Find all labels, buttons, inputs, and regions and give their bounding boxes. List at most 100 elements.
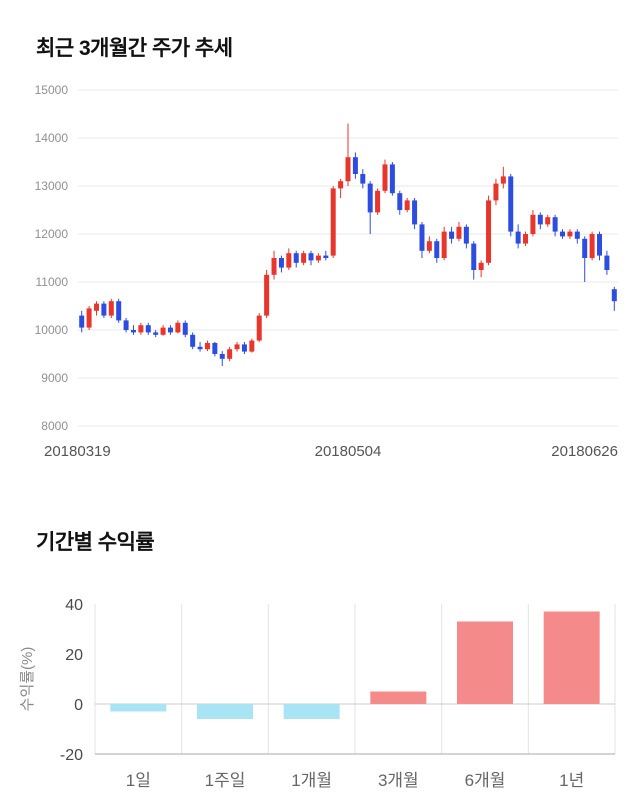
candle-body: [375, 190, 381, 213]
candle-body: [286, 253, 292, 268]
candle-body: [493, 183, 499, 201]
period-returns-svg: 40 20 0 -20 1일 1주일 1개월 3개월 6개월 1년 수익률(%): [19, 597, 616, 790]
svg-text:11000: 11000: [36, 275, 69, 289]
svg-text:20180626: 20180626: [551, 443, 618, 460]
candle-body: [360, 174, 366, 184]
candle-body: [441, 231, 447, 258]
candle-body: [404, 200, 410, 210]
candle-body: [611, 289, 617, 302]
candle-body: [567, 231, 573, 237]
candle-body: [278, 258, 284, 268]
candle-body: [434, 241, 440, 258]
candle-body: [419, 224, 425, 251]
candle-body: [456, 226, 462, 239]
candle-body: [190, 334, 196, 347]
candle-body: [256, 315, 262, 341]
price-candlestick-svg: 15000 14000 13000 12000 11000 10000 9000 8000 20…: [35, 83, 618, 460]
candle-body: [315, 255, 321, 261]
candle-body: [471, 243, 477, 270]
candle-body: [116, 301, 122, 321]
svg-text:-20: -20: [60, 747, 83, 764]
svg-text:12000: 12000: [35, 227, 69, 241]
candle-body: [293, 253, 299, 263]
candle-body: [382, 164, 388, 191]
candle-body: [301, 253, 307, 263]
candle-body: [182, 322, 188, 335]
candle-body: [108, 301, 114, 316]
vertical-grid-lines: [94, 604, 616, 754]
svg-text:20180504: 20180504: [315, 443, 382, 460]
svg-text:1개월: 1개월: [291, 771, 332, 790]
svg-text:6개월: 6개월: [465, 771, 506, 790]
svg-text:0: 0: [74, 697, 83, 714]
candle-body: [508, 176, 514, 232]
candle-body: [204, 342, 210, 350]
svg-text:15000: 15000: [35, 83, 69, 97]
candle-body: [574, 231, 580, 239]
candle-body: [79, 315, 85, 328]
y-axis-tick-labels: 15000 14000 13000 12000 11000 10000 9000 8000: [35, 83, 69, 433]
candle-body: [153, 332, 159, 335]
svg-text:20: 20: [65, 647, 83, 664]
candle-body: [345, 157, 351, 182]
candle-body: [523, 234, 529, 244]
bar: [543, 611, 600, 704]
y-axis-tick-labels: 40 20 0 -20: [60, 597, 83, 764]
candle-body: [449, 231, 455, 239]
candle-body: [560, 231, 566, 237]
candle-body: [412, 200, 418, 225]
candle-body: [308, 253, 314, 261]
candle-body: [597, 234, 603, 256]
candle-body: [389, 164, 395, 194]
candle-body: [552, 217, 558, 232]
bar: [197, 704, 253, 719]
bar: [283, 704, 340, 719]
svg-text:40: 40: [65, 597, 83, 614]
price-trend-title: 최근 3개월간 주가 추세: [36, 37, 233, 60]
candle-body: [212, 342, 218, 354]
candle-body: [145, 325, 151, 333]
candle-body: [486, 200, 492, 263]
candle-body: [197, 346, 203, 350]
bar: [110, 704, 167, 712]
svg-text:10000: 10000: [35, 323, 69, 337]
svg-text:20180319: 20180319: [44, 443, 111, 460]
candle-body: [123, 320, 129, 330]
returns-bar-chart: 40 20 0 -20 1일 1주일 1개월 3개월 6개월 1년 수익률(%): [0, 592, 640, 804]
category-labels: 1일 1주일 1개월 3개월 6개월 1년: [126, 771, 584, 790]
candlestick-series: [79, 123, 617, 366]
svg-text:1년: 1년: [559, 771, 584, 790]
period-returns-title: 기간별 수익률: [36, 531, 155, 554]
candle-body: [537, 214, 543, 225]
candle-body: [227, 349, 233, 359]
candle-body: [93, 303, 99, 311]
svg-text:9000: 9000: [41, 371, 68, 385]
candle-body: [249, 340, 255, 352]
candle-body: [500, 176, 506, 184]
svg-text:8000: 8000: [41, 419, 68, 433]
price-candlestick-chart: 15000 14000 13000 12000 11000 10000 9000 8000 20…: [0, 78, 640, 470]
candle-body: [589, 234, 595, 258]
candle-body: [219, 354, 225, 359]
bar: [457, 621, 513, 704]
bar: [370, 691, 427, 704]
candle-body: [130, 330, 136, 333]
candle-body: [330, 188, 336, 256]
bar-series: [110, 611, 600, 719]
candle-body: [101, 303, 107, 316]
candle-body: [352, 157, 358, 174]
x-axis-tick-labels: 20180319 20180504 20180626: [44, 443, 618, 460]
candle-body: [515, 231, 521, 244]
candle-body: [175, 322, 181, 333]
svg-text:13000: 13000: [35, 179, 69, 193]
candle-body: [86, 308, 92, 328]
y-axis-title: 수익률(%): [19, 647, 36, 712]
candle-body: [234, 344, 240, 350]
candle-body: [367, 183, 373, 213]
candle-body: [323, 255, 329, 258]
candle-body: [264, 274, 270, 316]
candle-body: [426, 241, 432, 251]
candle-body: [160, 327, 166, 335]
candle-body: [397, 193, 403, 210]
